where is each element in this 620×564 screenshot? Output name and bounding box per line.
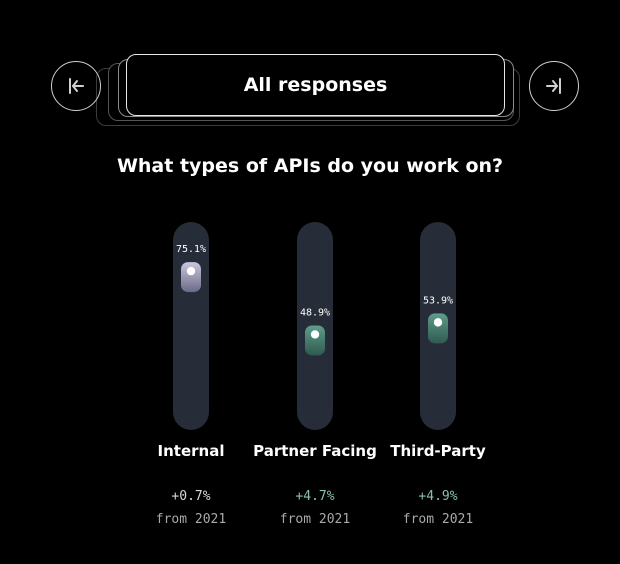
first-page-arrow-icon [69, 78, 84, 94]
response-filter-selector[interactable]: All responses [126, 54, 505, 116]
change-baseline-label: from 2021 [403, 512, 473, 527]
change-label: +4.9% [418, 489, 457, 504]
change-baseline-label: from 2021 [280, 512, 350, 527]
last-page-arrow-icon [546, 78, 561, 94]
survey-question: What types of APIs do you work on? [116, 155, 504, 177]
change-label: +4.7% [295, 489, 334, 504]
response-filter-label: All responses [243, 74, 388, 96]
value-label: 75.1% [176, 244, 206, 255]
change-label: +0.7% [171, 489, 210, 504]
category-label: Third-Party [390, 442, 486, 460]
value-marker [181, 262, 201, 293]
value-label: 53.9% [423, 295, 453, 306]
value-marker [428, 313, 448, 344]
value-marker-dot [433, 318, 443, 327]
value-label: 48.9% [300, 307, 330, 318]
next-button[interactable] [529, 61, 579, 111]
value-marker-dot [310, 330, 320, 339]
category-label: Internal [158, 442, 225, 460]
category-label: Partner Facing [253, 442, 377, 460]
value-marker [305, 325, 325, 356]
change-baseline-label: from 2021 [156, 512, 226, 527]
previous-button[interactable] [51, 61, 101, 111]
value-marker-dot [186, 266, 196, 276]
